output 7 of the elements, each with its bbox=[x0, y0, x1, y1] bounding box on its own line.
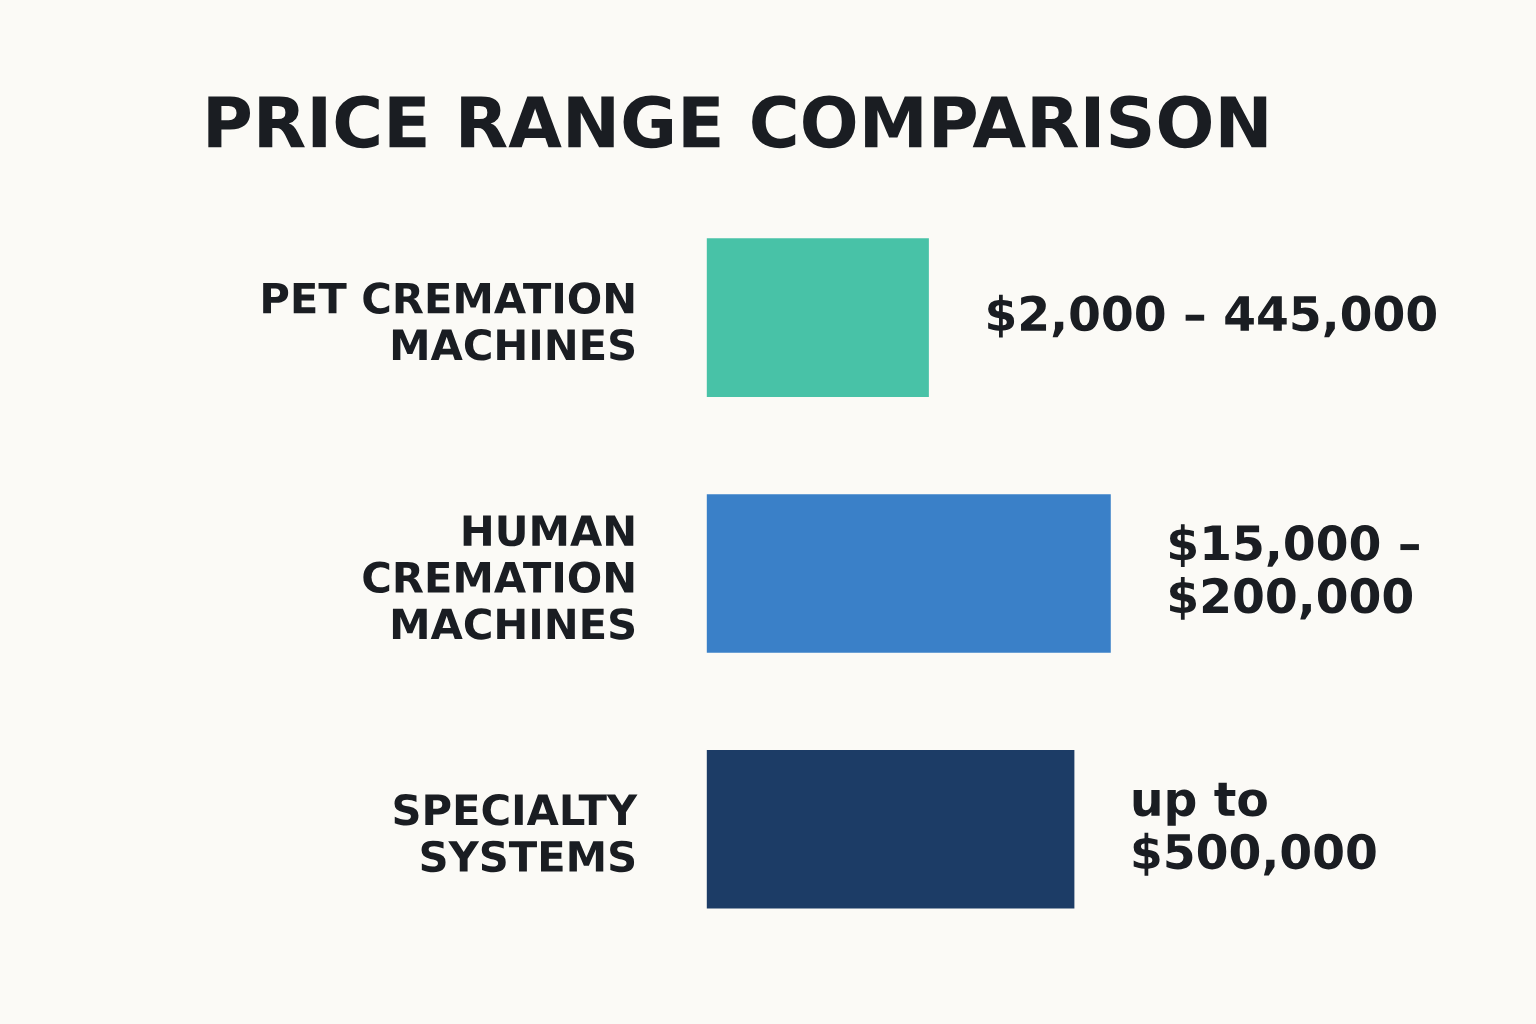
chart-title: PRICE RANGE COMPARISON bbox=[208, 95, 1267, 149]
y-tick-label: SPECIALTY SYSTEMS bbox=[394, 794, 638, 873]
y-tick-label: HUMAN CREMATION MACHINES bbox=[363, 515, 635, 640]
y-tick-label: PET CREMATION MACHINES bbox=[263, 282, 635, 361]
annotation: $15,000 – $200,000 bbox=[1170, 524, 1419, 620]
annotation: up to $500,000 bbox=[1133, 782, 1376, 876]
annotation: $2,000 – 445,000 bbox=[988, 294, 1436, 338]
